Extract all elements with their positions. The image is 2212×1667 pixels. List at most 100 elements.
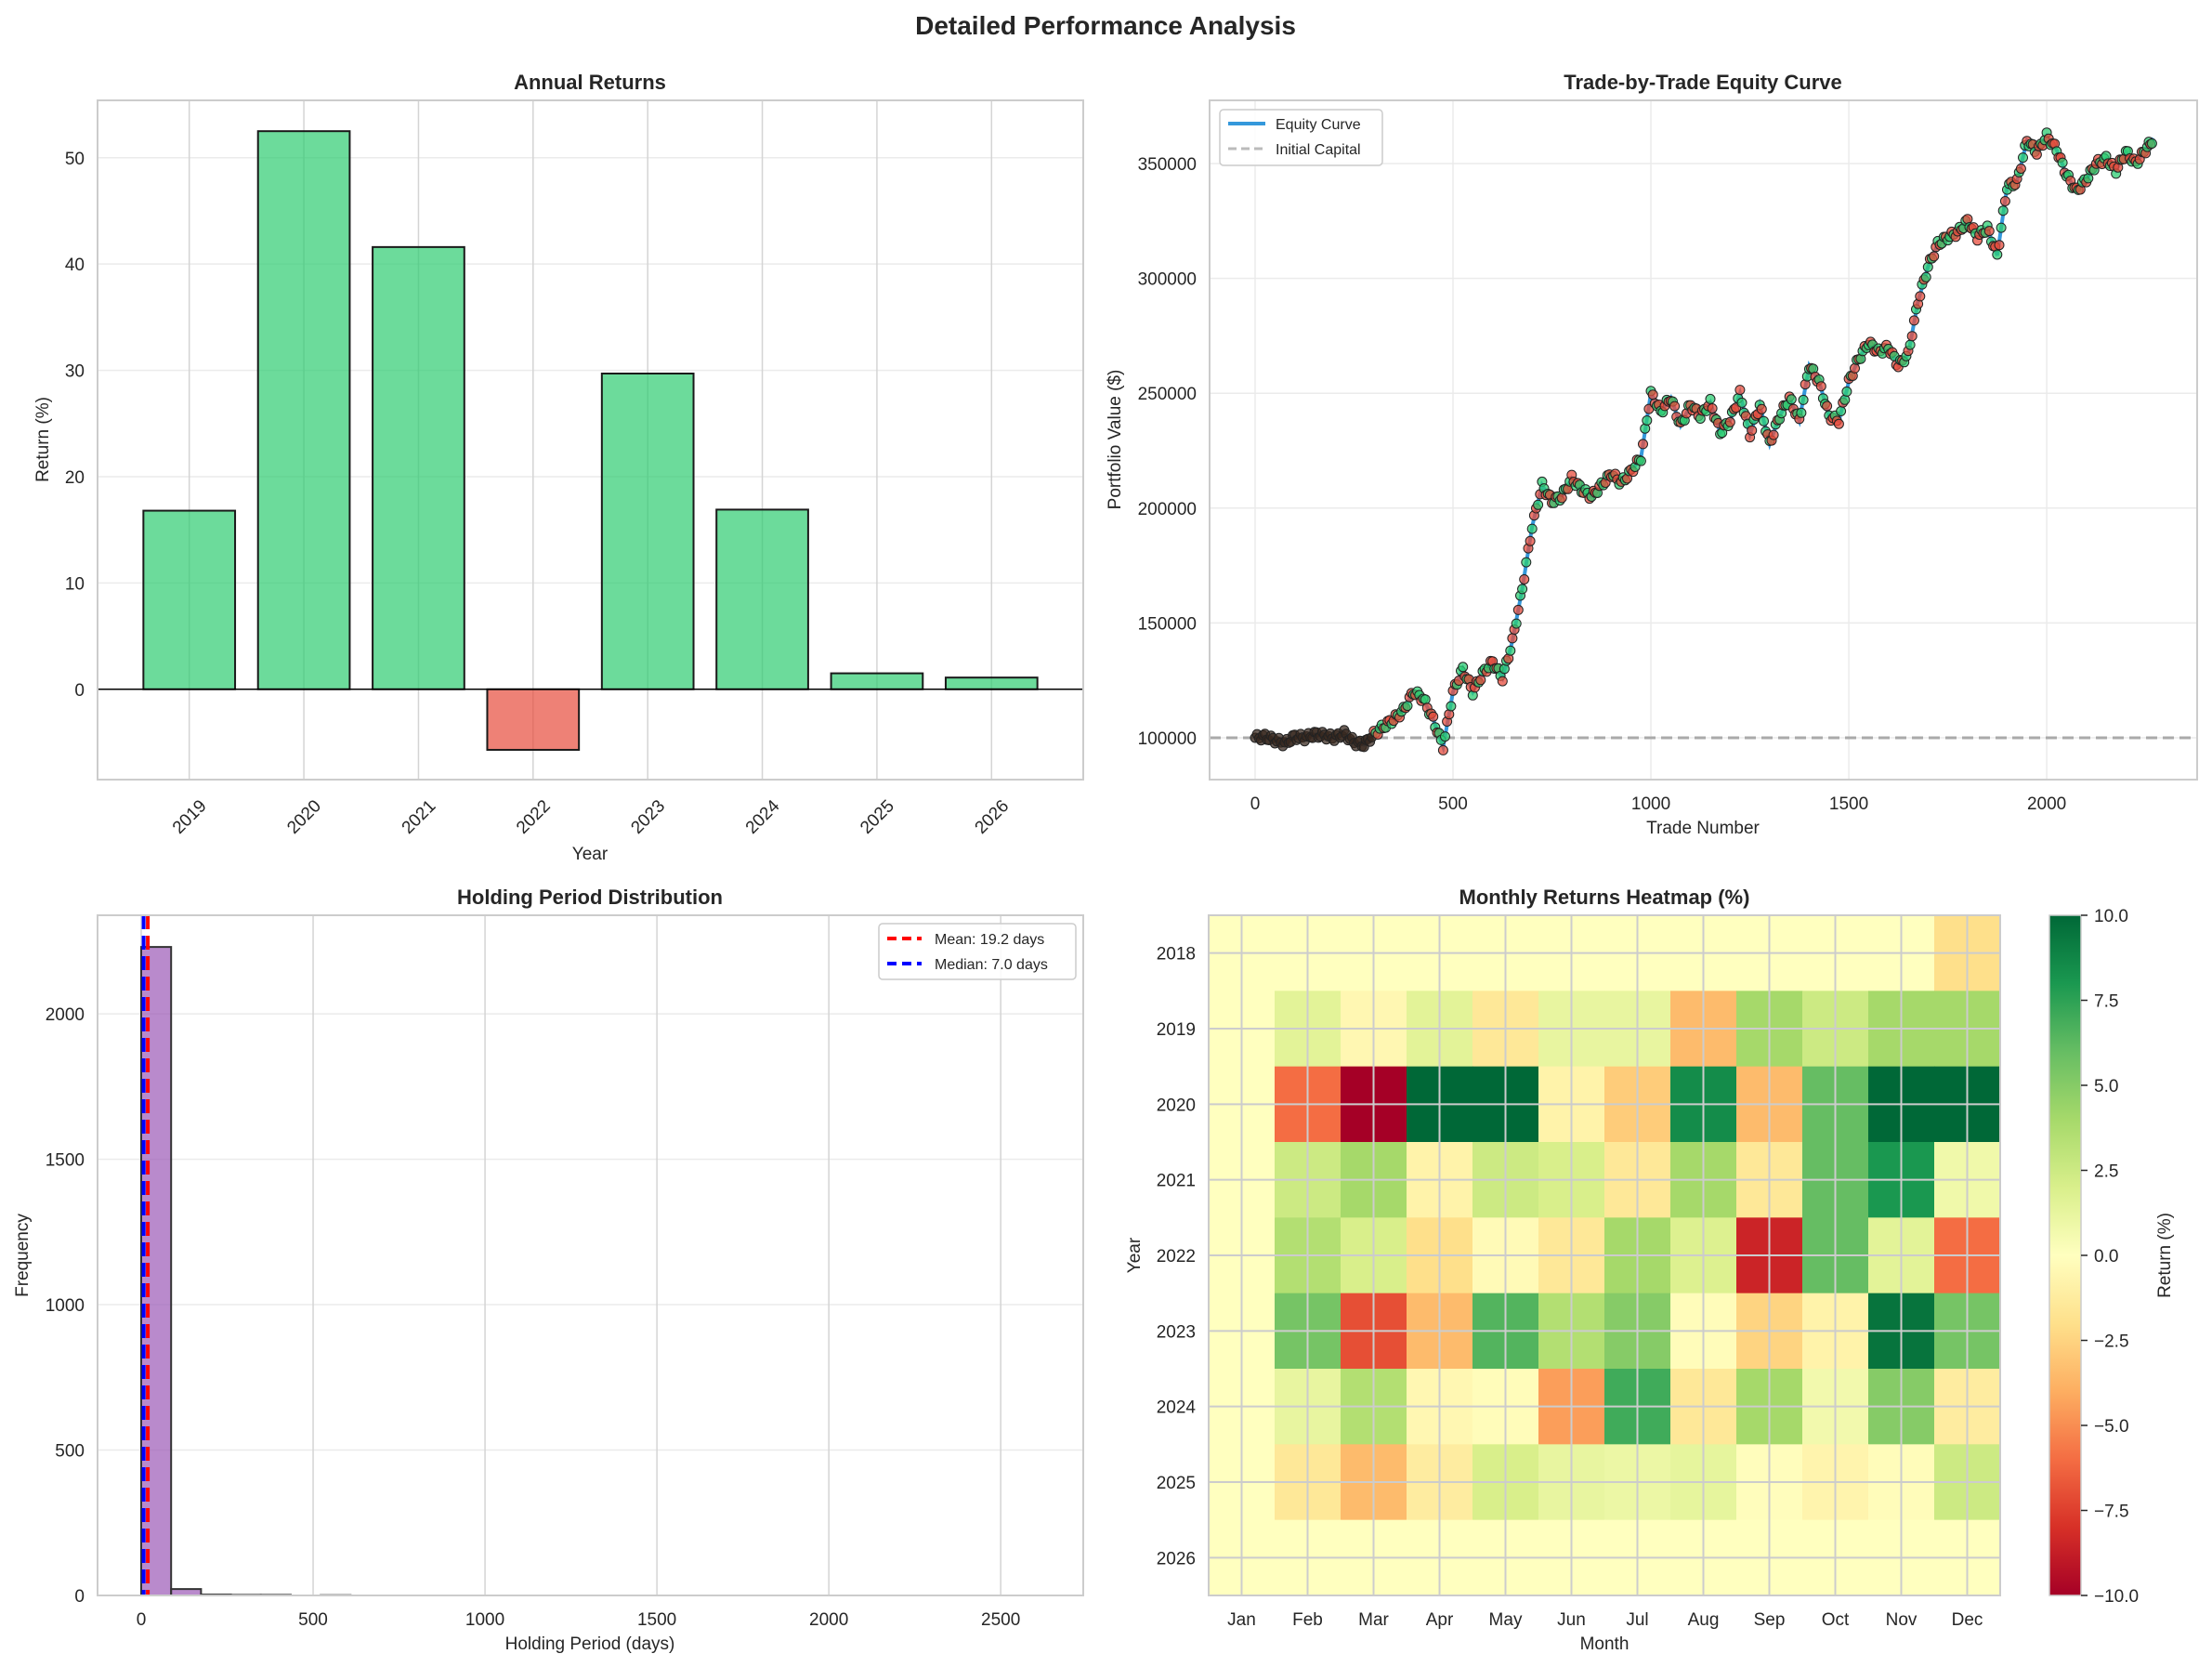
equity-trade-marker	[1768, 429, 1779, 440]
equity-trade-marker	[1759, 415, 1769, 427]
heatmap-year-label: 2022	[1157, 1247, 1196, 1267]
heatmap-ticks: Jan Feb Mar Apr May Jun Jul Aug Sep Oct Nov Dec 2018…	[1157, 945, 1983, 1630]
equity-trade-marker	[1517, 584, 1528, 595]
equity-plot-area	[1210, 127, 2197, 755]
annual-bar-2021	[372, 245, 465, 690]
annual-bar-2019	[142, 509, 237, 690]
equity-trade-marker	[1402, 701, 1413, 712]
colorbar-tick-label: 7.5	[2094, 992, 2118, 1012]
equity-trade-marker	[1992, 249, 2003, 260]
figure-title: Detailed Performance Analysis	[915, 11, 1296, 40]
annual-axes-frame	[97, 99, 1084, 781]
heatmap-month-label: Jan	[1227, 1610, 1256, 1630]
heatmap-month-label: Jun	[1557, 1610, 1586, 1630]
hist-bar	[139, 946, 173, 1595]
equity-trade-marker	[1533, 499, 1544, 510]
equity-trade-marker	[1428, 711, 1439, 722]
equity-ylabel: Portfolio Value ($)	[1106, 370, 1125, 510]
hist-ytick-label: 2000	[46, 1005, 85, 1025]
equity-ytick-label: 150000	[1138, 614, 1197, 634]
annual-ytick-label: 50	[65, 150, 85, 169]
annual-ylabel: Return (%)	[33, 397, 53, 482]
equity-axes-frame	[1209, 99, 2198, 781]
annual-bar-2023	[600, 373, 695, 690]
colorbar-tick-label: 5.0	[2094, 1077, 2118, 1096]
equity-trade-marker	[1929, 251, 1940, 262]
equity-trade-marker	[1556, 492, 1567, 504]
hist-ytick-label: 500	[55, 1442, 85, 1462]
equity-trade-marker	[1669, 400, 1681, 412]
equity-ytick-label: 300000	[1138, 270, 1197, 290]
hist-xtick-label: 0	[137, 1610, 147, 1630]
hist-xtick-label: 2500	[981, 1610, 1020, 1630]
equity-curve-title: Trade-by-Trade Equity Curve	[1564, 71, 1842, 94]
annual-bars	[98, 130, 1083, 751]
equity-trade-marker	[1906, 331, 1918, 342]
equity-trade-marker	[2031, 149, 2042, 160]
hist-xtick-label: 500	[298, 1610, 328, 1630]
equity-trade-marker	[1841, 386, 1852, 397]
annual-ytick-label: 30	[65, 362, 85, 382]
heatmap-title: Monthly Returns Heatmap (%)	[1459, 886, 1750, 909]
equity-trade-marker	[1475, 675, 1486, 686]
annual-ytick-label: 20	[65, 468, 85, 488]
equity-xtick-label: 1000	[1631, 794, 1670, 814]
annual-xtick-label: 2021	[399, 796, 440, 838]
equity-grid	[1210, 100, 2197, 780]
equity-trade-markers	[1250, 127, 2157, 755]
monthly-returns-heatmap: Monthly Returns Heatmap (%) Jan Feb Mar Apr…	[1125, 886, 2175, 1654]
equity-xtick-label: 1500	[1829, 794, 1868, 814]
annual-xtick-label: 2025	[857, 796, 898, 838]
heatmap-month-label: Sep	[1754, 1610, 1786, 1630]
equity-trade-marker	[1850, 362, 1860, 374]
heatmap-year-label: 2020	[1157, 1096, 1196, 1115]
equity-curve-line	[1254, 132, 2155, 755]
hist-legend-box	[878, 923, 1077, 980]
heatmap-month-label: Aug	[1688, 1610, 1720, 1630]
annual-bar-2026	[944, 676, 1039, 690]
equity-trade-marker	[1437, 744, 1448, 755]
colorbar-tick-label: 2.5	[2094, 1162, 2118, 1182]
hist-xtick-label: 1000	[465, 1610, 504, 1630]
hist-bars	[139, 915, 352, 1595]
hist-ylabel: Frequency	[13, 1214, 33, 1297]
heatmap-month-label: Oct	[1822, 1610, 1850, 1630]
equity-curve-chart: Trade-by-Trade Equity Curve 100000 150000…	[1106, 71, 2198, 838]
equity-ytick-label: 200000	[1138, 500, 1197, 519]
equity-trade-marker	[1446, 701, 1457, 712]
annual-xtick-label: 2019	[169, 796, 211, 838]
equity-trade-marker	[1635, 455, 1646, 466]
equity-ytick-label: 350000	[1138, 155, 1197, 175]
annual-xtick-label: 2020	[283, 796, 325, 838]
colorbar-tick-label: −5.0	[2094, 1417, 2129, 1437]
annual-xtick-label: 2026	[971, 796, 1013, 838]
colorbar	[2048, 914, 2082, 1596]
equity-trade-marker	[1999, 196, 2010, 206]
equity-ytick-label: 250000	[1138, 385, 1197, 404]
annual-grid	[98, 100, 1083, 780]
equity-trade-marker	[1796, 407, 1807, 418]
heatmap-year-label: 2018	[1157, 945, 1196, 965]
equity-legend: Equity Curve Initial Capital	[1219, 109, 1383, 166]
equity-trade-marker	[1507, 633, 1518, 644]
heatmap-year-label: 2024	[1157, 1398, 1197, 1418]
hist-grid	[98, 915, 1083, 1596]
equity-trade-marker	[1519, 574, 1530, 584]
equity-trade-marker	[1642, 415, 1653, 426]
heatmap-year-label: 2025	[1157, 1474, 1196, 1493]
colorbar-tick-label: −7.5	[2094, 1503, 2129, 1522]
equity-trade-marker	[1705, 393, 1716, 404]
equity-trade-marker	[1525, 535, 1536, 546]
equity-trade-marker	[1638, 439, 1648, 450]
equity-trade-marker	[1822, 400, 1833, 412]
equity-xtick-label: 0	[1250, 794, 1261, 814]
heatmap-year-label: 2026	[1157, 1549, 1196, 1569]
equity-trade-marker	[1724, 416, 1735, 427]
colorbar-tick-label: −10.0	[2094, 1587, 2139, 1607]
equity-trade-marker	[1983, 226, 1995, 237]
hist-bar	[170, 1588, 203, 1595]
heatmap-month-label: Jul	[1626, 1610, 1648, 1630]
equity-trade-marker	[1786, 394, 1797, 405]
equity-trade-marker	[2083, 173, 2094, 184]
